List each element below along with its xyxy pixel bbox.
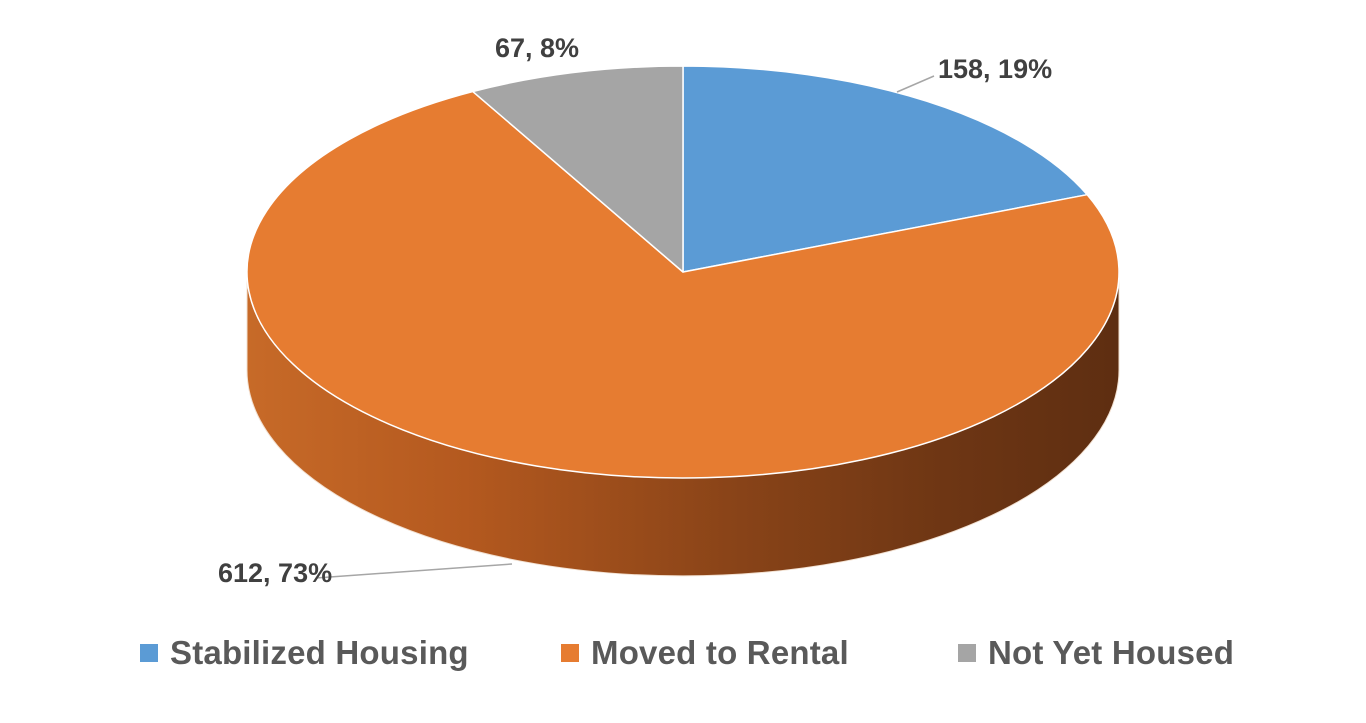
- legend-item-moved-to-rental: Moved to Rental: [561, 630, 849, 676]
- data-label-not-yet-housed: 67, 8%: [495, 33, 579, 63]
- legend-label-not-yet-housed: Not Yet Housed: [988, 634, 1235, 671]
- legend-swatch-not-yet-housed: [958, 644, 976, 662]
- legend-item-not-yet-housed: Not Yet Housed: [958, 630, 1234, 676]
- data-labels-layer: 158, 19% 612, 73% 67, 8%: [218, 33, 1052, 588]
- data-label-stabilized-housing: 158, 19%: [938, 54, 1052, 84]
- pie-slice-stabilized-housing: [682, 65, 1088, 273]
- pie-slice-moved-to-rental: [246, 90, 1120, 479]
- leader-line-stabilized-housing: [896, 75, 935, 93]
- pie-top-layer: [246, 65, 1120, 479]
- legend-label-stabilized-housing: Stabilized Housing: [170, 634, 469, 671]
- legend-item-stabilized-housing: Stabilized Housing: [140, 630, 469, 676]
- leader-line-moved-to-rental: [315, 563, 513, 579]
- pie-slice-not-yet-housed: [472, 65, 684, 273]
- legend: Stabilized Housing Moved to Rental Not Y…: [0, 630, 1366, 680]
- legend-swatch-moved-to-rental: [561, 644, 579, 662]
- legend-label-moved-to-rental: Moved to Rental: [591, 634, 849, 671]
- data-label-moved-to-rental: 612, 73%: [218, 558, 332, 588]
- legend-swatch-stabilized-housing: [140, 644, 158, 662]
